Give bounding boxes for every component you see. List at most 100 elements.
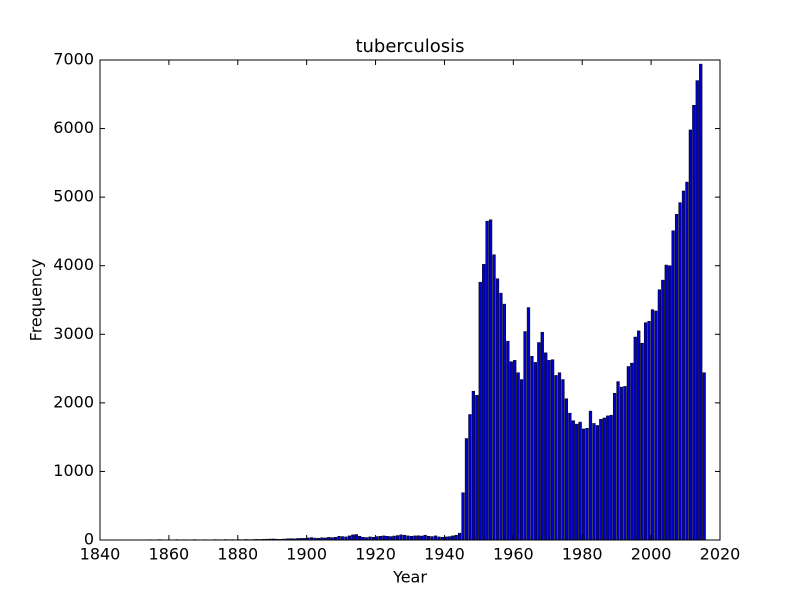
bar	[595, 425, 600, 541]
bar	[575, 423, 579, 541]
bar	[650, 309, 655, 541]
bar	[392, 535, 396, 541]
bar	[530, 355, 534, 541]
bar	[454, 534, 458, 541]
bar	[347, 535, 352, 541]
bar	[409, 535, 414, 541]
x-tick-label: 1940	[424, 545, 465, 564]
bar	[464, 438, 469, 541]
x-tick-label: 1900	[286, 545, 327, 564]
bar	[699, 63, 703, 541]
y-tick-label: 2000	[53, 392, 94, 411]
bar	[478, 281, 482, 541]
bar	[668, 265, 672, 541]
bar	[506, 340, 510, 541]
bar	[578, 421, 582, 541]
bar	[382, 535, 386, 541]
bar	[640, 342, 644, 541]
bar	[461, 492, 465, 541]
bar	[495, 278, 500, 541]
bar	[544, 352, 548, 541]
bar	[354, 534, 358, 541]
bar	[564, 398, 569, 541]
bar	[475, 395, 479, 541]
bar	[502, 303, 507, 541]
bar	[633, 336, 637, 541]
bar	[540, 331, 544, 541]
bar	[468, 414, 472, 541]
bar	[488, 219, 493, 541]
bar	[519, 379, 524, 541]
bar	[533, 362, 538, 541]
bar	[692, 105, 696, 541]
bar	[395, 535, 400, 541]
bar	[616, 381, 620, 541]
bar	[671, 230, 675, 541]
bar	[340, 536, 345, 541]
x-tick-label: 1960	[493, 545, 534, 564]
bar	[688, 129, 693, 541]
bar	[657, 289, 662, 541]
bar	[485, 220, 489, 541]
x-axis-label: Year	[392, 568, 427, 587]
bar	[599, 419, 603, 541]
bar	[637, 330, 641, 541]
bar	[643, 322, 648, 541]
bar	[661, 279, 665, 541]
bar	[602, 417, 606, 541]
bar	[513, 360, 517, 541]
y-tick-label: 1000	[53, 461, 94, 480]
bar	[492, 254, 496, 541]
bar	[537, 342, 541, 541]
bar	[626, 366, 631, 541]
bar	[571, 420, 575, 541]
bar	[482, 264, 486, 541]
bar	[612, 393, 617, 541]
bar	[581, 428, 586, 541]
bar	[358, 535, 362, 541]
bar	[654, 310, 658, 541]
bar	[554, 375, 558, 541]
bar	[385, 535, 389, 541]
bar	[426, 535, 431, 541]
bar	[420, 535, 424, 541]
plot-frame	[99, 59, 721, 541]
bar	[674, 214, 679, 541]
bar	[413, 535, 417, 541]
bar	[609, 414, 613, 541]
bar	[526, 307, 531, 541]
bar	[523, 331, 527, 541]
bar	[516, 372, 520, 541]
bar	[585, 427, 589, 541]
bar	[447, 536, 451, 541]
bar	[695, 80, 699, 541]
bar	[557, 372, 562, 541]
bar	[351, 534, 355, 541]
bar	[681, 190, 686, 541]
bar	[550, 359, 555, 541]
bar	[406, 535, 410, 541]
y-tick-label: 6000	[53, 118, 94, 137]
y-tick-label: 4000	[53, 255, 94, 274]
bar	[619, 386, 624, 541]
x-tick-label: 2000	[631, 545, 672, 564]
bar	[378, 535, 383, 541]
bar	[664, 264, 668, 541]
y-tick-label: 5000	[53, 187, 94, 206]
bar	[588, 410, 593, 541]
bar	[630, 362, 634, 541]
x-tick-label: 1920	[355, 545, 396, 564]
bar	[402, 534, 407, 541]
bar	[430, 536, 434, 541]
y-tick-label: 3000	[53, 324, 94, 343]
bar	[547, 360, 551, 541]
bar	[471, 390, 476, 541]
bar	[568, 412, 572, 541]
bar	[399, 534, 403, 541]
x-tick-label: 2020	[700, 545, 741, 564]
bar	[337, 535, 341, 541]
bar	[389, 536, 393, 541]
bar	[623, 386, 627, 541]
bar	[433, 535, 438, 541]
